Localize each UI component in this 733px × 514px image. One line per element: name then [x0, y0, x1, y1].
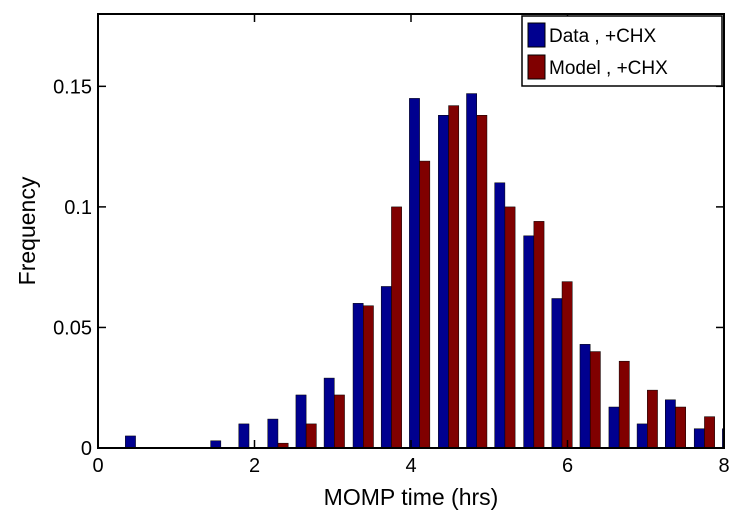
bar-data [466, 93, 477, 449]
bar-data [693, 428, 705, 449]
bar-data [494, 182, 506, 449]
bar-data [238, 423, 250, 449]
bar-model [504, 206, 516, 449]
bar-model [448, 105, 460, 449]
bar-data [409, 98, 420, 449]
bar-data [579, 344, 591, 449]
bar-data [551, 298, 563, 449]
legend-box [521, 15, 723, 87]
bar-model [305, 423, 317, 449]
legend: Data , +CHX Model , +CHX [521, 15, 723, 87]
bar-model [647, 389, 658, 449]
bar-data [608, 406, 620, 449]
y-tick-label: 0 [81, 438, 92, 460]
bar-model [476, 115, 488, 449]
bar-model [391, 206, 402, 449]
bar-data [210, 440, 222, 449]
bar-data [523, 235, 535, 449]
x-tick-label: 6 [562, 455, 573, 477]
bar-data [438, 115, 449, 449]
bar-model [533, 221, 545, 449]
bar-model [561, 281, 573, 449]
legend-label-model: Model , +CHX [549, 58, 668, 79]
legend-swatch-data [527, 22, 546, 48]
bar-model [363, 305, 374, 449]
y-axis-label: Frequency [14, 176, 40, 285]
bar-model [704, 416, 715, 449]
x-tick-label: 0 [92, 455, 103, 477]
x-tick-label: 2 [249, 455, 260, 477]
bar-data [665, 399, 676, 449]
bar-model [618, 360, 630, 449]
bars-group [125, 93, 725, 449]
bar-data [380, 286, 392, 449]
bar-data [352, 303, 364, 449]
bar-model [334, 394, 345, 449]
y-tick-label: 0.1 [64, 197, 92, 219]
x-tick-label: 4 [405, 455, 416, 477]
bar-model [589, 351, 601, 449]
bar-model [675, 406, 686, 449]
ticks-group: 0 2 4 6 8 0 0.05 0.1 0.15 [53, 14, 730, 477]
legend-label-data: Data , +CHX [549, 26, 657, 47]
legend-swatch-model [527, 54, 546, 80]
bar-data [125, 435, 136, 449]
bar-data [323, 377, 335, 449]
x-tick-label: 8 [718, 455, 729, 477]
x-axis-label: MOMP time (hrs) [324, 484, 499, 510]
y-tick-label: 0.15 [53, 76, 92, 98]
bar-data [267, 418, 279, 449]
y-tick-label: 0.05 [53, 317, 92, 339]
bar-data [636, 423, 648, 449]
bar-data [295, 394, 307, 449]
bar-model [419, 160, 431, 449]
